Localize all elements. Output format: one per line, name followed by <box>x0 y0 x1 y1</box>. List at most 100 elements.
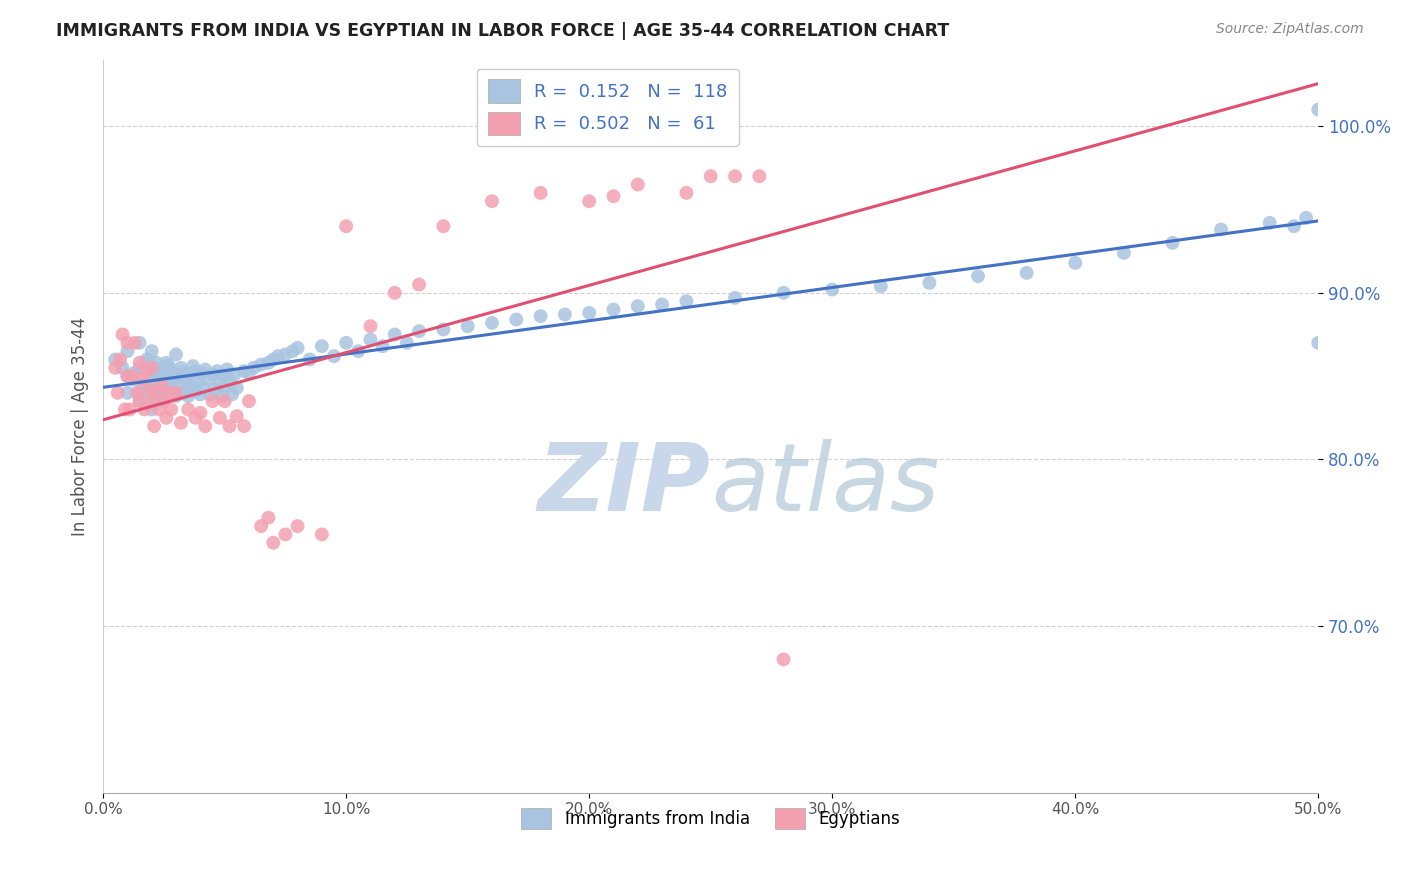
Point <box>724 169 747 184</box>
Point <box>335 335 357 350</box>
Point <box>298 352 321 367</box>
Point <box>233 419 256 434</box>
Point <box>134 402 156 417</box>
Text: Source: ZipAtlas.com: Source: ZipAtlas.com <box>1216 22 1364 37</box>
Point <box>135 352 157 367</box>
Point <box>578 306 600 320</box>
Point <box>505 312 527 326</box>
Point <box>432 219 454 234</box>
Point <box>160 364 183 378</box>
Point <box>1308 335 1330 350</box>
Point <box>165 368 187 382</box>
Point <box>1161 235 1184 250</box>
Point <box>243 360 266 375</box>
Point <box>155 377 177 392</box>
Point <box>274 527 297 541</box>
Point <box>207 364 229 378</box>
Point <box>155 410 177 425</box>
Point <box>1295 211 1317 225</box>
Point <box>201 394 224 409</box>
Point <box>371 339 394 353</box>
Point <box>177 389 200 403</box>
Point <box>214 381 236 395</box>
Point <box>225 381 247 395</box>
Point <box>128 360 150 375</box>
Point <box>162 372 184 386</box>
Point <box>157 383 180 397</box>
Point <box>187 374 209 388</box>
Point <box>651 297 673 311</box>
Point <box>197 372 219 386</box>
Point <box>233 364 256 378</box>
Point <box>395 335 418 350</box>
Point <box>128 385 150 400</box>
Point <box>135 364 157 378</box>
Point <box>148 364 170 378</box>
Point <box>274 347 297 361</box>
Point <box>118 402 141 417</box>
Point <box>141 391 163 405</box>
Point <box>117 335 139 350</box>
Point <box>184 410 207 425</box>
Point <box>153 389 176 403</box>
Point <box>602 302 624 317</box>
Point <box>1282 219 1305 234</box>
Point <box>214 394 236 409</box>
Point <box>262 535 284 549</box>
Point <box>172 385 194 400</box>
Point <box>217 362 239 376</box>
Point <box>529 309 551 323</box>
Point <box>128 394 150 409</box>
Point <box>1015 266 1038 280</box>
Point <box>157 359 180 373</box>
Point <box>141 344 163 359</box>
Point <box>821 283 844 297</box>
Point <box>117 369 139 384</box>
Point <box>128 394 150 409</box>
Point <box>457 319 479 334</box>
Point <box>141 369 163 384</box>
Point <box>529 186 551 200</box>
Point <box>128 335 150 350</box>
Point <box>384 327 406 342</box>
Point <box>141 402 163 417</box>
Point <box>869 279 891 293</box>
Point <box>335 219 357 234</box>
Point <box>225 409 247 424</box>
Point <box>124 366 146 380</box>
Point <box>194 362 217 376</box>
Point <box>155 356 177 370</box>
Point <box>602 189 624 203</box>
Point <box>165 389 187 403</box>
Point <box>188 406 211 420</box>
Point <box>127 385 149 400</box>
Point <box>181 359 204 373</box>
Point <box>408 324 430 338</box>
Point <box>184 364 207 378</box>
Point <box>148 402 170 417</box>
Point <box>131 377 153 392</box>
Point <box>177 368 200 382</box>
Point <box>104 360 127 375</box>
Point <box>194 419 217 434</box>
Point <box>148 385 170 400</box>
Point <box>311 339 333 353</box>
Legend: Immigrants from India, Egyptians: Immigrants from India, Egyptians <box>515 801 907 836</box>
Point <box>432 322 454 336</box>
Point <box>359 333 381 347</box>
Point <box>323 349 346 363</box>
Point <box>167 377 190 392</box>
Point <box>145 377 167 392</box>
Point <box>138 383 160 397</box>
Y-axis label: In Labor Force | Age 35-44: In Labor Force | Age 35-44 <box>72 317 89 536</box>
Point <box>204 383 226 397</box>
Point <box>165 385 187 400</box>
Point <box>221 387 243 401</box>
Point <box>772 652 794 666</box>
Point <box>180 379 202 393</box>
Point <box>198 387 221 401</box>
Point <box>257 356 280 370</box>
Point <box>121 369 143 384</box>
Point <box>211 389 233 403</box>
Point <box>967 269 990 284</box>
